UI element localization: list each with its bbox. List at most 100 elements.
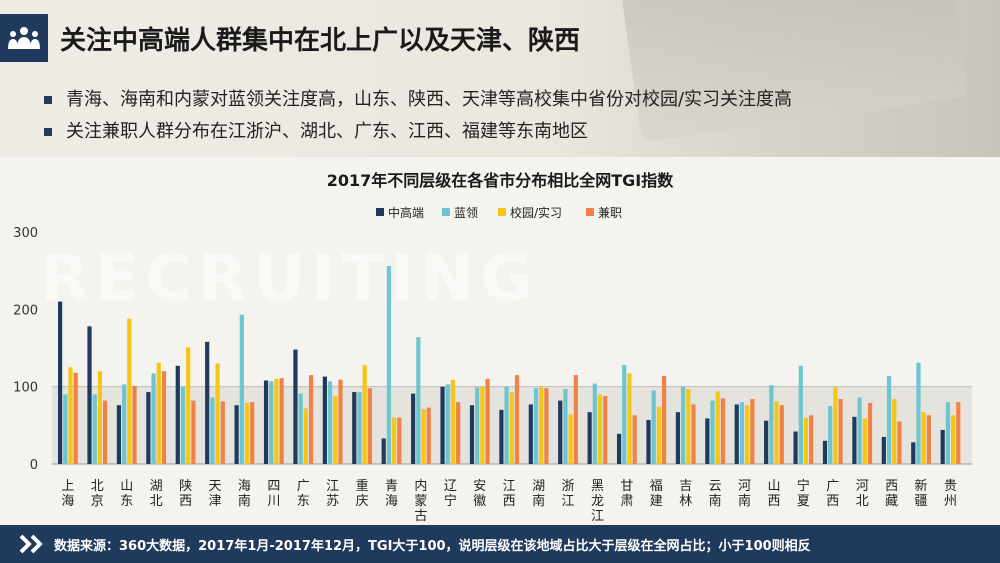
x-tick-label: 安徽 <box>473 479 486 509</box>
bar <box>803 417 809 464</box>
bar <box>956 402 961 464</box>
chart-title: 2017年不同层级在各省市分布相比全网TGI指数 <box>327 171 675 190</box>
chart-panel: RECRUITING 2017年不同层级在各省市分布相比全网TGI指数 中高端 蓝… <box>0 157 1000 525</box>
bullet-square-icon <box>44 96 52 104</box>
bar <box>97 371 103 464</box>
bar <box>161 371 167 464</box>
bar <box>750 399 755 464</box>
bar <box>862 418 867 464</box>
x-tick-label: 陕西 <box>179 479 192 509</box>
bar <box>539 387 544 464</box>
legend-swatch <box>442 208 450 216</box>
bar <box>103 400 108 464</box>
bar <box>274 378 279 464</box>
bar <box>661 375 667 464</box>
chart-legend: 中高端 蓝领 校园/实习 兼职 <box>376 205 622 220</box>
x-tick-label: 四川 <box>267 479 280 509</box>
bar <box>828 406 833 464</box>
bar <box>220 401 225 464</box>
bullet-square-icon <box>44 128 52 136</box>
bar <box>469 405 475 464</box>
bar <box>675 412 681 464</box>
bar <box>440 386 445 464</box>
bar <box>544 388 549 464</box>
bar <box>852 416 857 464</box>
legend-swatch <box>498 208 506 216</box>
bar <box>132 385 137 464</box>
bar <box>710 400 715 464</box>
bar <box>92 394 97 464</box>
bar <box>603 395 608 464</box>
bar <box>528 404 533 464</box>
x-tick-label: 新疆 <box>915 478 928 509</box>
logo-badge <box>0 14 48 62</box>
bar <box>327 381 333 464</box>
x-tick-label: 山西 <box>767 479 780 509</box>
bar <box>392 417 397 464</box>
bar <box>411 393 416 464</box>
bar <box>63 394 68 464</box>
x-tick-label: 贵州 <box>944 479 957 509</box>
bar <box>485 378 490 464</box>
bar <box>715 391 720 464</box>
bar <box>151 373 156 464</box>
bar <box>627 373 632 464</box>
bar <box>397 417 402 464</box>
bar <box>191 400 196 464</box>
watermark-text: RECRUITING <box>40 242 539 316</box>
bar <box>921 412 926 464</box>
x-tick-label: 黑龙江 <box>591 479 604 524</box>
bar <box>568 414 573 464</box>
footer-bar: 数据来源：360大数据，2017年1月-2017年12月，TGI大于100，说明… <box>0 525 1000 563</box>
bar <box>234 405 239 464</box>
bar <box>686 388 691 464</box>
bar <box>881 436 886 464</box>
bar <box>250 402 255 464</box>
bar <box>705 418 710 464</box>
bar <box>322 376 327 464</box>
bar <box>186 347 191 464</box>
x-tick-label: 吉林 <box>679 479 692 509</box>
data-source-note: 数据来源：360大数据，2017年1月-2017年12月，TGI大于100，说明… <box>54 538 811 554</box>
bar <box>940 429 945 464</box>
legend-label: 兼职 <box>598 206 622 220</box>
bar <box>215 363 220 464</box>
x-tick-label: 青海 <box>385 479 398 509</box>
bar <box>357 392 362 464</box>
bar <box>352 392 357 464</box>
bar <box>897 421 902 464</box>
bar <box>279 378 284 464</box>
bar <box>809 415 814 464</box>
bar <box>587 412 592 464</box>
bar <box>691 404 696 464</box>
bar <box>616 433 622 464</box>
bar <box>945 402 950 464</box>
bar <box>421 409 426 464</box>
page-title: 关注中高端人群集中在北上广以及天津、陕西 <box>60 26 581 56</box>
bar <box>127 318 132 464</box>
bar <box>381 438 386 464</box>
bar <box>244 402 250 464</box>
double-chevron-right-icon <box>18 534 46 554</box>
bar <box>180 386 186 464</box>
bullet-list: 青海、海南和内蒙对蓝领关注度高，山东、陕西、天津等高校集中省份对校园/实习关注度… <box>44 84 792 148</box>
bar <box>573 375 578 464</box>
x-tick-label: 河北 <box>856 479 869 509</box>
bar <box>450 379 456 464</box>
bar <box>886 375 892 464</box>
bullet-item: 青海、海南和内蒙对蓝领关注度高，山东、陕西、天津等高校集中省份对校园/实习关注度… <box>44 84 792 116</box>
bar <box>475 387 480 464</box>
legend-label: 蓝领 <box>454 206 478 220</box>
bar <box>338 379 343 464</box>
bar <box>739 402 745 464</box>
x-tick-label: 广东 <box>297 479 310 509</box>
chart-bars <box>58 266 961 464</box>
x-tick-label: 辽宁 <box>444 479 457 509</box>
bar <box>416 337 421 464</box>
x-tick-label: 江苏 <box>326 479 339 509</box>
x-tick-label: 上海 <box>61 479 74 509</box>
bar <box>592 383 597 464</box>
x-tick-label: 宁夏 <box>797 478 810 509</box>
bar <box>597 394 603 464</box>
bar <box>720 398 726 464</box>
